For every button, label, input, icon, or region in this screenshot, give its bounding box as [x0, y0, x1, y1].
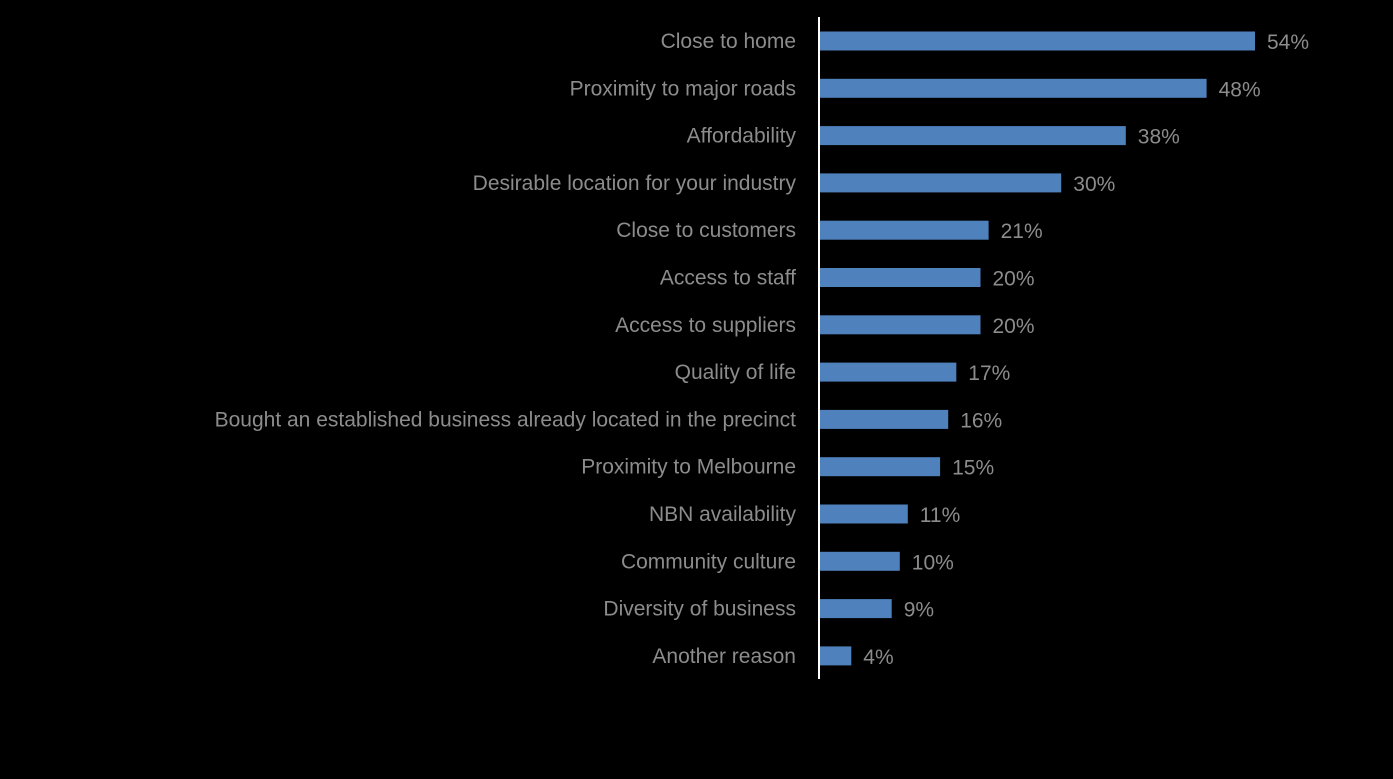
value-label: 20% — [993, 315, 1035, 338]
bar — [819, 220, 989, 240]
category-label: Quality of life — [675, 361, 796, 384]
category-label: Diversity of business — [603, 598, 796, 621]
category-label: Close to customers — [616, 219, 796, 242]
category-label: Another reason — [652, 645, 796, 668]
value-label: 15% — [952, 457, 994, 480]
category-label: Proximity to major roads — [570, 77, 796, 100]
category-label: Affordability — [687, 125, 797, 148]
category-labels-layer: Close to home Proximity to major roads Aff… — [215, 30, 797, 668]
value-label: 54% — [1267, 31, 1309, 54]
value-label: 4% — [863, 646, 893, 669]
bar — [819, 409, 949, 429]
category-label: Access to staff — [660, 267, 796, 290]
value-label: 30% — [1073, 173, 1115, 196]
bar — [819, 126, 1126, 146]
value-label: 16% — [960, 409, 1002, 432]
value-label: 21% — [1001, 220, 1043, 243]
category-label: Access to suppliers — [615, 314, 796, 337]
bar — [819, 504, 908, 524]
value-label: 11% — [920, 504, 960, 527]
bar — [819, 362, 957, 382]
bar — [819, 268, 981, 287]
category-label: Proximity to Melbourne — [581, 456, 796, 479]
bar — [819, 551, 900, 571]
bar — [819, 646, 852, 666]
value-labels-layer: 54% 48% 38% 30% 21% 20% 20% 17% 16% 15% 11% 10% 9% 4% — [863, 31, 1309, 669]
value-label: 20% — [993, 268, 1035, 291]
bars-layer — [819, 31, 1255, 666]
bar — [819, 78, 1207, 98]
value-label: 48% — [1219, 78, 1261, 101]
bar — [819, 599, 892, 619]
value-label: 9% — [904, 599, 934, 622]
value-label: 17% — [968, 362, 1010, 385]
category-label: Bought an established business already l… — [215, 408, 797, 431]
category-label: Community culture — [621, 550, 796, 573]
bar — [819, 457, 941, 477]
bar — [819, 173, 1062, 193]
value-label: 10% — [912, 551, 954, 574]
bar — [819, 31, 1255, 51]
value-label: 38% — [1138, 126, 1180, 149]
category-label: Desirable location for your industry — [473, 172, 797, 195]
bar — [819, 315, 981, 335]
category-label: Close to home — [661, 30, 796, 53]
category-label: NBN availability — [649, 503, 797, 526]
